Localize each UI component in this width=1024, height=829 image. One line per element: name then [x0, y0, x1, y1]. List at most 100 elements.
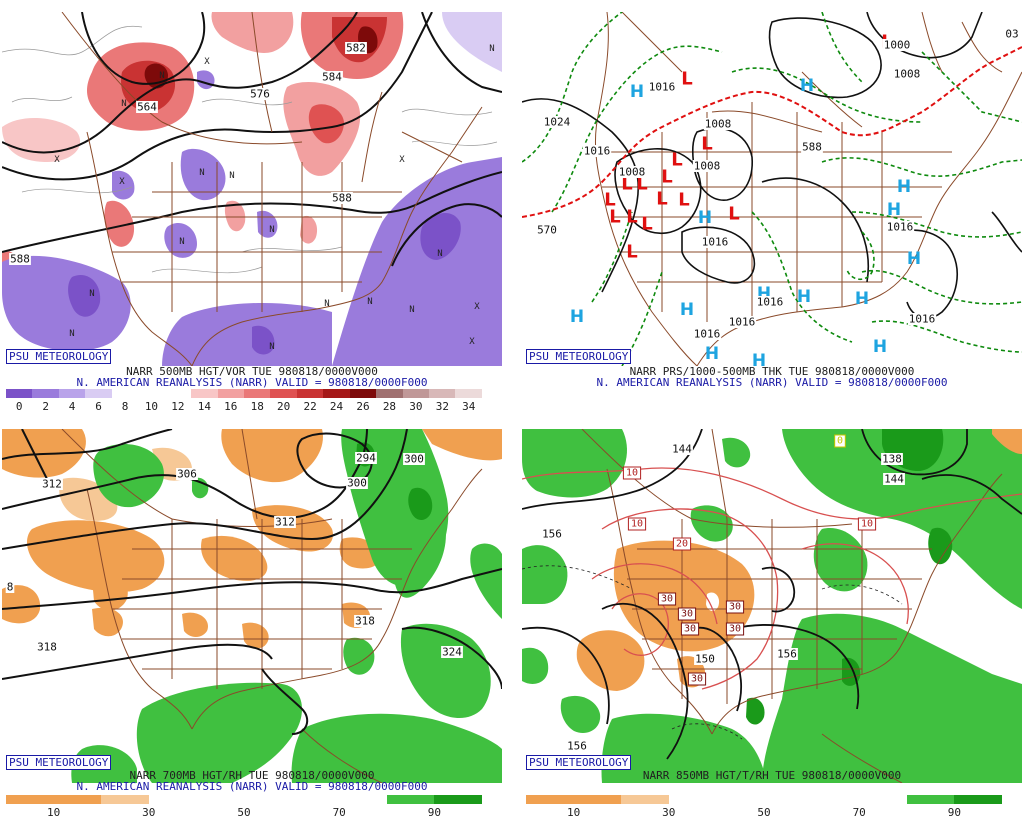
- panel-subtitle: N. AMERICAN REANALYSIS (NARR) VALID = 98…: [76, 780, 428, 793]
- contour-label: 156: [567, 740, 587, 753]
- low-marker: L: [661, 167, 672, 188]
- isobar-label: 1008: [694, 160, 721, 173]
- isobar-label: 1016: [729, 316, 756, 329]
- source-tag: PSU METEOROLOGY: [6, 755, 112, 770]
- contour-label: 306: [177, 468, 197, 481]
- contour-label: 300: [347, 477, 367, 490]
- colorbar-swatch: [811, 795, 860, 804]
- isobar-label: 1016: [649, 81, 676, 94]
- colorbar-swatch: [376, 389, 403, 398]
- panel-700mb-rh: 312 306 300 294 300 312 318 318 324 8 PSU METEORO…: [2, 429, 502, 829]
- contour-label: 8: [7, 581, 14, 594]
- panel-title: NARR 850MB HGT/T/RH TUE 980818/0000V000: [642, 769, 902, 782]
- low-marker: L: [621, 174, 632, 195]
- high-marker: H: [752, 351, 766, 366]
- low-marker: L: [728, 204, 739, 225]
- isobar-label: 1016: [702, 236, 729, 249]
- colorbar-swatch: [434, 795, 482, 804]
- isobar-label: 03: [1005, 28, 1018, 41]
- colorbar-swatch: [53, 795, 102, 804]
- low-marker: L: [626, 207, 637, 228]
- contour-label: 318: [37, 641, 57, 654]
- colorbar-swatch: [270, 389, 297, 398]
- vorticity-marker: N: [367, 297, 372, 307]
- colorbar-tick-label: 8: [121, 400, 129, 413]
- colorbar-swatch: [291, 795, 340, 804]
- contour-label: 156: [542, 528, 562, 541]
- vorticity-marker: N: [199, 168, 204, 178]
- contour-label: 138: [882, 453, 902, 466]
- low-marker: L: [626, 242, 637, 263]
- colorbar-swatch: [6, 389, 33, 398]
- temperature-label: 10: [626, 468, 638, 479]
- contour-label: 324: [442, 646, 462, 659]
- high-marker: H: [570, 307, 584, 327]
- colorbar-swatch: [429, 389, 456, 398]
- temperature-label: 10: [861, 519, 873, 530]
- vorticity-marker: X: [119, 177, 125, 187]
- high-marker: H: [855, 289, 869, 309]
- high-marker: H: [897, 177, 911, 197]
- map-700mb-rh: 312 306 300 294 300 312 318 318 324 8: [2, 429, 502, 783]
- isobar-label: 1016: [694, 328, 721, 341]
- contour-label: 144: [884, 473, 904, 486]
- vorticity-marker: N: [489, 44, 494, 54]
- colorbar: [526, 795, 1002, 804]
- colorbar: [6, 795, 482, 804]
- high-marker: H: [680, 300, 694, 320]
- colorbar-tick-label: 50: [237, 806, 251, 819]
- isobar-label: 1000: [884, 39, 911, 52]
- isobar-label: 588: [802, 141, 822, 154]
- panel-subtitle: N. AMERICAN REANALYSIS (NARR) VALID = 98…: [596, 376, 948, 389]
- colorbar-swatch: [349, 389, 377, 398]
- vorticity-marker: N: [437, 249, 442, 259]
- colorbar-tick-label: 34: [462, 400, 476, 413]
- colorbar-tick-label: 70: [332, 806, 346, 819]
- isobar-label: 1016: [757, 296, 784, 309]
- colorbar-tick-label: 18: [250, 400, 264, 413]
- contour-label: 144: [672, 443, 692, 456]
- colorbar-swatch: [455, 389, 482, 398]
- temperature-label: 30: [684, 624, 696, 635]
- colorbar-tick-label: 30: [409, 400, 423, 413]
- colorbar-ticks: 10 30 50 70 90: [522, 806, 1022, 819]
- panel-subtitle: N. AMERICAN REANALYSIS (NARR) VALID = 98…: [76, 376, 428, 389]
- map-labels: 1024101610161008100810081016101610161016…: [536, 28, 1020, 341]
- colorbar-swatch: [323, 389, 350, 398]
- high-marker: H: [907, 249, 921, 269]
- colorbar-tick-label: 2: [42, 400, 49, 413]
- colorbar-swatch: [573, 795, 622, 804]
- panel-title: NARR PRS/1000-500MB THK TUE 980818/0000V…: [629, 365, 915, 378]
- colorbar-tick-label: 14: [197, 400, 211, 413]
- source-tag: PSU METEOROLOGY: [526, 349, 632, 364]
- colorbar-ticks: 0 2 4 6 8 10 12 14 16 18 20 22 24 26 28 30 32 34: [2, 400, 502, 413]
- colorbar-swatch: [101, 795, 149, 804]
- colorbar-tick-label: 10: [144, 400, 159, 413]
- colorbar-tick-label: 0: [15, 400, 23, 413]
- colorbar-swatch: [243, 389, 271, 398]
- colorbar-swatch: [859, 795, 907, 804]
- vorticity-marker: N: [89, 289, 94, 299]
- isobar-label: 1008: [619, 166, 646, 179]
- map-labels: 564 576 582 584 588 588 N N N N N N N N N N N N N N X X X X X X: [9, 42, 495, 352]
- low-marker: L: [656, 189, 667, 210]
- vorticity-marker: N: [409, 305, 414, 315]
- colorbar-swatch: [296, 389, 324, 398]
- source-tag: PSU METEOROLOGY: [526, 755, 632, 770]
- high-marker: H: [705, 344, 719, 364]
- map-labels: 312 306 300 294 300 312 318 318 324 8: [5, 452, 463, 659]
- colorbar-swatch: [111, 389, 139, 398]
- colorbar-tick-label: 12: [171, 400, 185, 413]
- colorbar-swatch: [386, 795, 435, 804]
- temperature-label: 30: [661, 594, 673, 605]
- contour-label: 318: [355, 615, 375, 628]
- colorbar-swatch: [402, 389, 429, 398]
- colorbar-tick-label: 24: [329, 400, 344, 413]
- contour-label: 582: [346, 42, 366, 55]
- contour-label: 300: [404, 453, 424, 466]
- colorbar-tick-label: 10: [46, 806, 61, 819]
- colorbar-tick-label: 4: [68, 400, 76, 413]
